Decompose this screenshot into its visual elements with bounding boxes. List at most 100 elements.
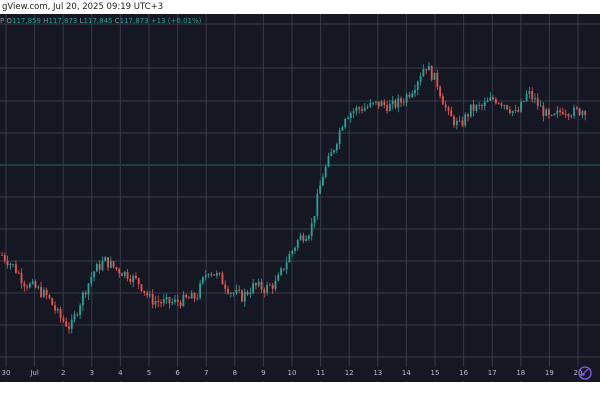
candle-down [542,105,545,116]
candle-down [115,267,118,270]
candle-down [461,120,464,126]
candle-up [79,305,82,316]
candle-up [313,215,316,224]
candle-down [450,110,453,117]
candle-up [347,117,349,119]
candle-up [520,101,522,112]
candle-up [291,250,294,254]
candle-down [492,97,495,99]
candle-up [433,72,436,80]
x-tick-label: 18 [516,369,526,377]
candle-down [121,273,123,276]
candle-down [224,284,227,289]
candle-down [517,110,520,112]
candle-down [400,98,402,103]
candle-up [372,102,375,104]
candle-down [227,288,229,294]
x-tick-label: 20 [573,369,583,377]
candle-down [506,105,508,110]
candle-up [428,66,430,71]
candle-down [302,235,305,241]
candle-up [165,297,168,300]
candle-down [508,109,511,113]
x-tick-label: 9 [261,369,266,377]
candle-up [308,235,310,239]
candle-up [335,144,338,151]
candle-down [436,72,439,87]
candle-up [363,107,366,111]
candle-up [573,107,575,116]
candle-up [525,93,528,102]
candle-up [341,127,344,131]
x-tick-label: 2 [60,369,66,377]
candle-down [246,291,249,295]
candle-up [109,261,112,268]
candle-up [581,111,584,115]
candle-down [179,302,182,306]
candle-down [23,283,26,287]
candle-down [84,292,87,295]
candle-down [118,269,121,274]
candle-up [327,156,330,167]
candlestick-plot[interactable] [0,14,600,382]
candle-down [137,278,140,285]
candle-up [229,293,232,294]
ohlc-close: 117,873 [119,17,149,25]
candle-up [104,257,107,262]
candle-up [174,299,176,302]
candle-down [59,309,62,319]
candle-down [430,66,433,80]
candle-down [20,273,23,284]
candle-up [280,268,282,275]
source-header: gView.com, Jul 20, 2025 09:19 UTC+3 [0,0,600,14]
candle-down [268,284,271,286]
candle-down [40,286,42,297]
candle-down [210,274,213,275]
candle-up [87,283,90,295]
candle-down [160,302,162,304]
candle-up [215,272,218,276]
candle-up [469,104,472,117]
candle-down [168,297,171,304]
candle-up [252,282,255,293]
x-tick-label: 7 [203,369,209,377]
candle-up [266,284,268,293]
x-tick-label: 3 [89,369,95,377]
candle-up [338,130,341,145]
candle-down [548,109,550,115]
candle-down [497,103,500,105]
candle-up [305,238,308,241]
candle-down [107,257,109,268]
candle-down [129,278,132,282]
tradingview-logo-icon [578,366,592,380]
candle-up [90,277,93,284]
candle-down [536,98,539,106]
candle-down [62,318,65,322]
candle-up [349,113,352,118]
x-tick-label: 30 [1,369,11,377]
candle-down [140,284,143,292]
price-chart[interactable]: P O117,859 H117,873 L117,845 C117,873 +1… [0,14,600,382]
candle-up [310,223,313,236]
candle-down [408,94,411,97]
candle-up [522,101,525,102]
candle-down [500,103,503,106]
candle-up [458,120,461,122]
candle-up [486,100,489,102]
candle-down [26,286,29,288]
candle-up [95,264,98,272]
candle-up [207,274,210,276]
x-tick-label: 13 [373,369,383,377]
x-tick-label: 6 [175,369,180,377]
candle-down [447,107,450,111]
candle-down [271,284,274,289]
candle-down [472,104,475,111]
candle-down [48,295,51,299]
candle-down [481,105,483,106]
candle-up [132,275,135,282]
x-tick-label: 14 [401,369,411,377]
candle-down [221,273,224,285]
candle-down [559,110,561,112]
candle-down [564,114,567,115]
